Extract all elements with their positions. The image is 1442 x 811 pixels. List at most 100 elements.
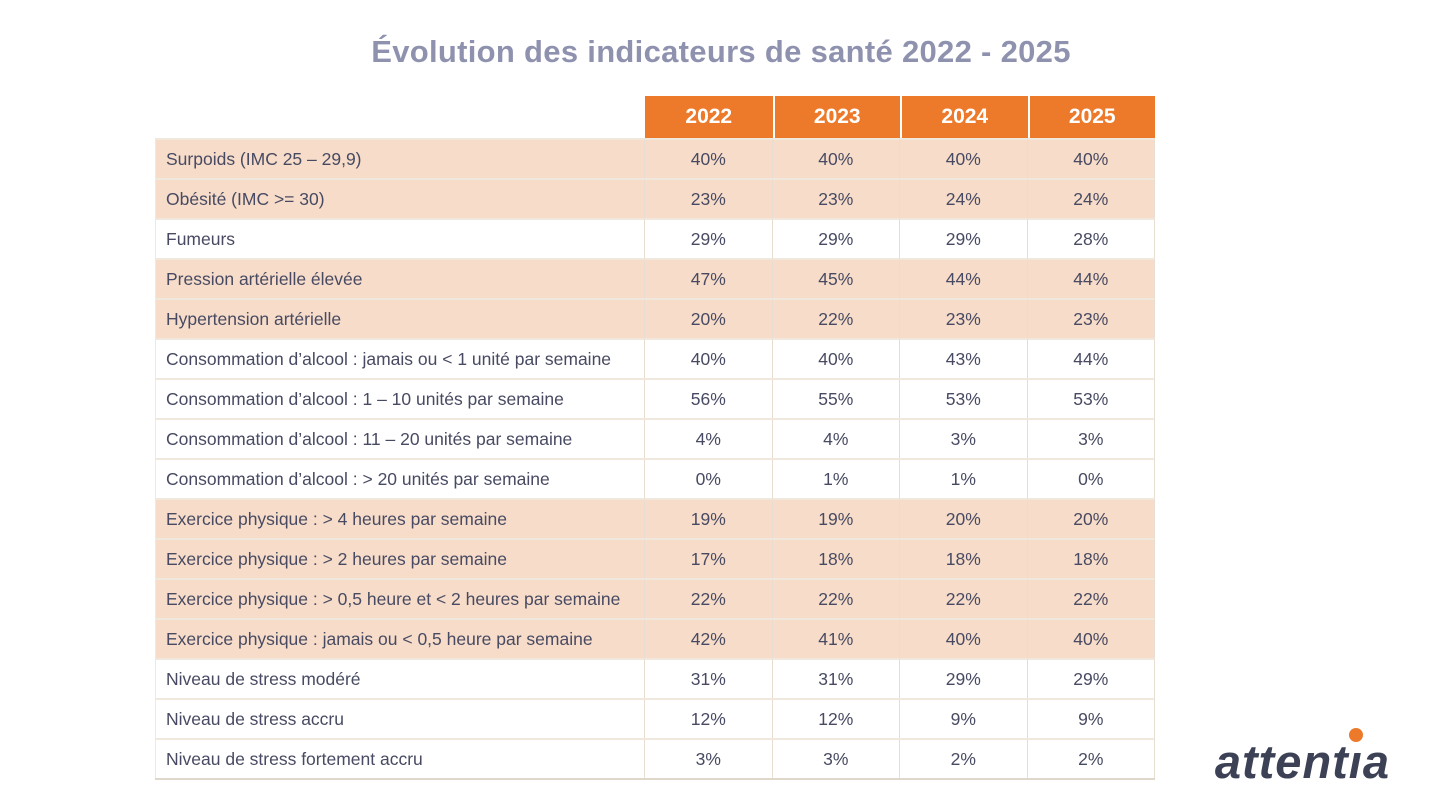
row-label: Niveau de stress accru: [155, 698, 645, 738]
row-value: 24%: [900, 178, 1028, 218]
row-label: Pression artérielle élevée: [155, 258, 645, 298]
row-label: Exercice physique : > 4 heures par semai…: [155, 498, 645, 538]
page-title: Évolution des indicateurs de santé 2022 …: [371, 34, 1071, 69]
row-value: 4%: [645, 418, 773, 458]
table-row: Pression artérielle élevée 47% 45% 44% 44%: [155, 258, 1155, 298]
row-value: 18%: [1027, 538, 1155, 578]
table-header-row: 2022 2023 2024 2025: [645, 96, 1155, 138]
row-value: 43%: [900, 338, 1028, 378]
row-value: 44%: [1027, 338, 1155, 378]
row-value: 9%: [900, 698, 1028, 738]
table-row: Exercice physique : > 0,5 heure et < 2 h…: [155, 578, 1155, 618]
row-label: Consommation d’alcool : 11 – 20 unités p…: [155, 418, 645, 458]
row-value: 1%: [772, 458, 900, 498]
column-header: 2023: [772, 96, 900, 138]
table-row: Obésité (IMC >= 30) 23% 23% 24% 24%: [155, 178, 1155, 218]
logo-dot-icon: [1349, 728, 1363, 742]
row-value: 31%: [645, 658, 773, 698]
row-value: 22%: [900, 578, 1028, 618]
indicator-table-body: Surpoids (IMC 25 – 29,9) 40% 40% 40% 40% Obés…: [155, 138, 1155, 780]
table-row: Consommation d’alcool : 11 – 20 unités p…: [155, 418, 1155, 458]
row-value: 40%: [645, 338, 773, 378]
row-value: 40%: [772, 338, 900, 378]
row-value: 12%: [772, 698, 900, 738]
row-value: 40%: [900, 138, 1028, 178]
row-value: 22%: [1027, 578, 1155, 618]
row-value: 3%: [900, 418, 1028, 458]
row-value: 18%: [772, 538, 900, 578]
row-label: Niveau de stress modéré: [155, 658, 645, 698]
row-value: 56%: [645, 378, 773, 418]
row-value: 23%: [772, 178, 900, 218]
row-value: 2%: [900, 738, 1028, 778]
row-value: 23%: [900, 298, 1028, 338]
health-indicators-table: 2022 2023 2024 2025 Surpoids (IMC 25 – 29,9…: [155, 96, 1155, 780]
table-row: Surpoids (IMC 25 – 29,9) 40% 40% 40% 40%: [155, 138, 1155, 178]
attentia-logo: attentıa: [1214, 728, 1390, 788]
row-label: Fumeurs: [155, 218, 645, 258]
row-value: 29%: [900, 658, 1028, 698]
row-value: 40%: [900, 618, 1028, 658]
row-value: 22%: [772, 298, 900, 338]
row-value: 0%: [645, 458, 773, 498]
row-label: Consommation d’alcool : 1 – 10 unités pa…: [155, 378, 645, 418]
row-value: 41%: [772, 618, 900, 658]
row-value: 55%: [772, 378, 900, 418]
table-row: Fumeurs 29% 29% 29% 28%: [155, 218, 1155, 258]
row-value: 42%: [645, 618, 773, 658]
row-value: 20%: [645, 298, 773, 338]
row-label: Exercice physique : > 2 heures par semai…: [155, 538, 645, 578]
table-row: Niveau de stress fortement accru 3% 3% 2% 2%: [155, 738, 1155, 778]
row-value: 18%: [900, 538, 1028, 578]
table-row: Hypertension artérielle 20% 22% 23% 23%: [155, 298, 1155, 338]
row-label: Hypertension artérielle: [155, 298, 645, 338]
row-value: 4%: [772, 418, 900, 458]
row-label: Consommation d’alcool : jamais ou < 1 un…: [155, 338, 645, 378]
row-value: 19%: [772, 498, 900, 538]
row-value: 44%: [1027, 258, 1155, 298]
row-value: 19%: [645, 498, 773, 538]
logo-text: attentıa: [1214, 735, 1390, 788]
row-value: 3%: [645, 738, 773, 778]
row-value: 40%: [1027, 618, 1155, 658]
row-label: Exercice physique : jamais ou < 0,5 heur…: [155, 618, 645, 658]
row-value: 45%: [772, 258, 900, 298]
row-value: 53%: [900, 378, 1028, 418]
column-header: 2022: [645, 96, 773, 138]
row-value: 22%: [772, 578, 900, 618]
row-label: Niveau de stress fortement accru: [155, 738, 645, 778]
row-value: 40%: [645, 138, 773, 178]
row-value: 31%: [772, 658, 900, 698]
row-label: Consommation d’alcool : > 20 unités par …: [155, 458, 645, 498]
row-value: 20%: [900, 498, 1028, 538]
row-value: 29%: [645, 218, 773, 258]
row-label: Obésité (IMC >= 30): [155, 178, 645, 218]
row-value: 44%: [900, 258, 1028, 298]
row-value: 40%: [772, 138, 900, 178]
row-value: 3%: [772, 738, 900, 778]
table-row: Exercice physique : > 2 heures par semai…: [155, 538, 1155, 578]
column-header: 2024: [900, 96, 1028, 138]
row-value: 29%: [900, 218, 1028, 258]
row-value: 29%: [1027, 658, 1155, 698]
row-label: Exercice physique : > 0,5 heure et < 2 h…: [155, 578, 645, 618]
row-value: 12%: [645, 698, 773, 738]
row-value: 24%: [1027, 178, 1155, 218]
table-row: Exercice physique : jamais ou < 0,5 heur…: [155, 618, 1155, 658]
row-value: 47%: [645, 258, 773, 298]
row-value: 20%: [1027, 498, 1155, 538]
table-row: Niveau de stress accru 12% 12% 9% 9%: [155, 698, 1155, 738]
table-row: Consommation d’alcool : 1 – 10 unités pa…: [155, 378, 1155, 418]
table-row: Exercice physique : > 4 heures par semai…: [155, 498, 1155, 538]
row-value: 40%: [1027, 138, 1155, 178]
row-value: 17%: [645, 538, 773, 578]
row-value: 28%: [1027, 218, 1155, 258]
row-value: 23%: [1027, 298, 1155, 338]
row-value: 22%: [645, 578, 773, 618]
row-value: 0%: [1027, 458, 1155, 498]
table-row: Consommation d’alcool : jamais ou < 1 un…: [155, 338, 1155, 378]
row-value: 29%: [772, 218, 900, 258]
row-value: 9%: [1027, 698, 1155, 738]
table-row: Consommation d’alcool : > 20 unités par …: [155, 458, 1155, 498]
column-header: 2025: [1027, 96, 1155, 138]
